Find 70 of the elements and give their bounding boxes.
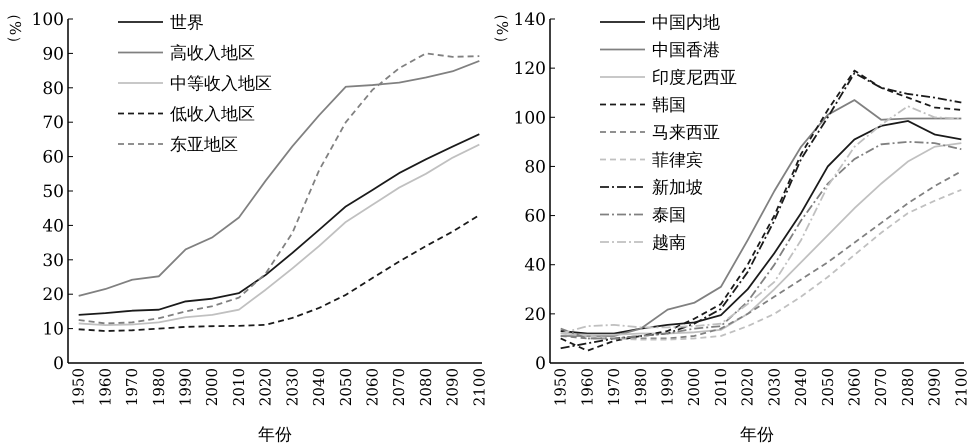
y-tick-label: 50 <box>42 182 64 202</box>
x-tick-label: 2070 <box>872 368 890 406</box>
x-tick-label: 2060 <box>845 368 864 406</box>
y-tick-label: 120 <box>514 59 546 80</box>
x-axis-title: 年份 <box>258 425 292 445</box>
y-axis-title: （%） <box>493 6 511 50</box>
y-tick-label: 100 <box>32 10 64 30</box>
x-tick-label: 2030 <box>283 368 302 406</box>
x-tick-label: 2010 <box>230 368 248 406</box>
x-tick-label: 2060 <box>363 368 382 406</box>
legend-label: 中国香港 <box>652 40 720 60</box>
y-tick-label: 140 <box>514 10 546 30</box>
x-tick-label: 2020 <box>256 368 275 406</box>
y-tick-label: 90 <box>42 44 64 64</box>
x-tick-label: 1970 <box>123 368 142 406</box>
x-tick-label: 1960 <box>96 368 114 406</box>
x-tick-label: 2100 <box>952 368 970 406</box>
x-tick-label: 2040 <box>310 368 328 406</box>
x-tick-label: 2090 <box>926 368 944 406</box>
x-tick-label: 1980 <box>150 368 168 406</box>
x-tick-label: 1990 <box>176 368 195 406</box>
x-tick-label: 2100 <box>470 368 488 406</box>
legend-label: 印度尼西亚 <box>652 68 737 88</box>
y-tick-label: 40 <box>42 216 64 236</box>
y-tick-label: 60 <box>42 148 64 168</box>
x-tick-label: 1950 <box>70 368 88 406</box>
y-tick-label: 0 <box>53 354 64 374</box>
legend-label: 中等收入地区 <box>170 74 272 94</box>
y-tick-label: 80 <box>524 157 546 178</box>
y-tick-label: 20 <box>42 285 64 306</box>
x-tick-label: 1950 <box>552 368 570 406</box>
legend-label: 东亚地区 <box>170 135 238 155</box>
legend-label: 低收入地区 <box>170 104 255 124</box>
x-tick-label: 2080 <box>898 368 917 406</box>
y-tick-label: 10 <box>42 320 64 340</box>
y-tick-label: 40 <box>524 256 546 276</box>
x-tick-label: 2050 <box>818 368 837 406</box>
x-tick-label: 2000 <box>203 368 222 406</box>
legend-label: 世界 <box>170 13 204 33</box>
x-tick-label: 2080 <box>416 368 435 406</box>
y-tick-label: 80 <box>42 78 64 99</box>
x-tick-label: 2020 <box>738 368 757 406</box>
x-tick-label: 1990 <box>658 368 677 406</box>
legend-label: 越南 <box>652 233 686 253</box>
legend-label: 新加坡 <box>652 178 703 198</box>
y-tick-label: 60 <box>524 206 546 227</box>
y-tick-label: 70 <box>42 113 64 134</box>
legend-label: 泰国 <box>652 206 686 226</box>
y-tick-label: 30 <box>42 250 64 271</box>
x-tick-label: 1980 <box>632 368 650 406</box>
legend-label: 中国内地 <box>652 13 720 33</box>
x-tick-label: 2010 <box>712 368 730 406</box>
y-tick-label: 20 <box>524 304 546 325</box>
x-tick-label: 2090 <box>444 368 462 406</box>
x-tick-label: 2050 <box>336 368 355 406</box>
y-tick-label: 0 <box>535 354 546 374</box>
x-tick-label: 2070 <box>390 368 408 406</box>
x-axis-title: 年份 <box>740 425 774 445</box>
x-tick-label: 2000 <box>685 368 704 406</box>
legend-label: 菲律宾 <box>652 150 703 170</box>
x-tick-label: 1960 <box>578 368 596 406</box>
x-tick-label: 1970 <box>605 368 624 406</box>
x-tick-label: 2030 <box>765 368 784 406</box>
y-axis-title: （%） <box>6 6 24 50</box>
line-series <box>78 214 480 332</box>
legend-label: 马来西亚 <box>652 123 720 143</box>
legend-label: 高收入地区 <box>170 44 255 64</box>
legend-label: 韩国 <box>652 96 686 116</box>
y-tick-label: 100 <box>514 108 546 128</box>
x-tick-label: 2040 <box>792 368 810 406</box>
